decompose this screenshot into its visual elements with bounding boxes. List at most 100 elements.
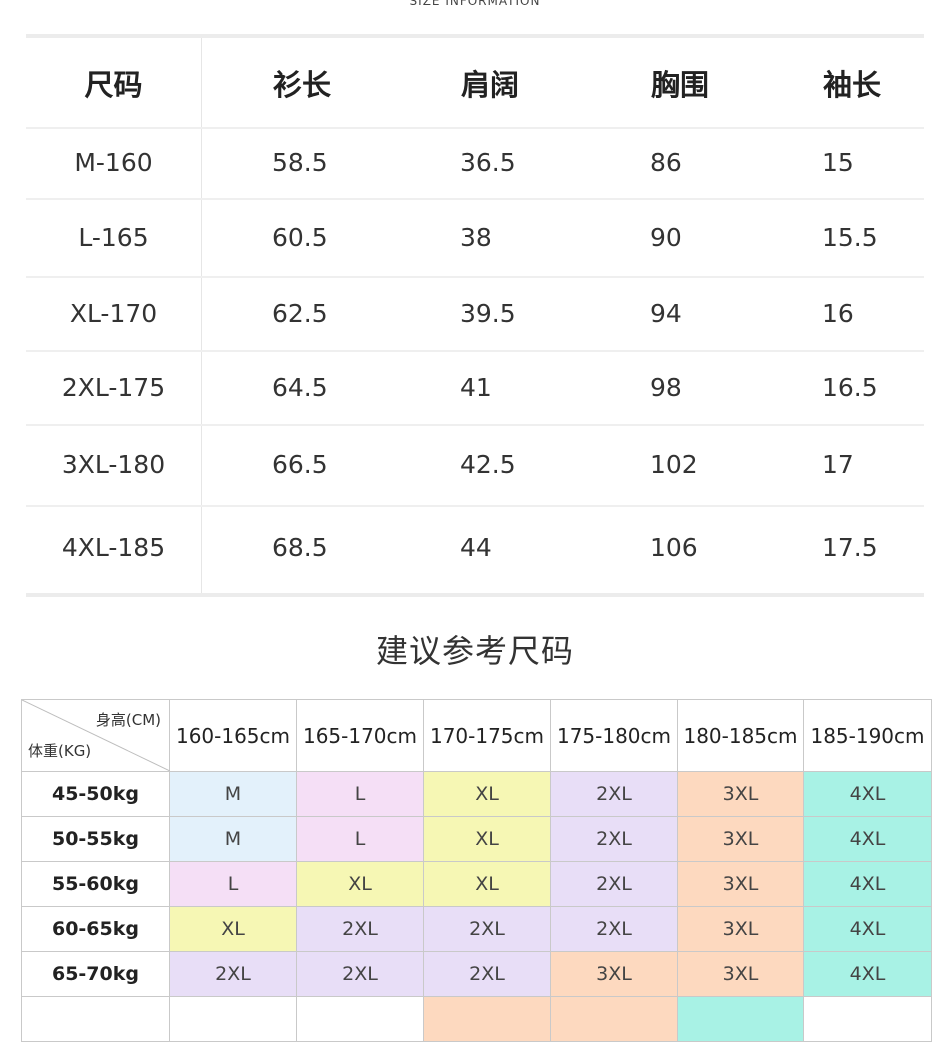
recommended-size-cell: 2XL: [423, 951, 551, 997]
size-header-cell: 胸围: [650, 67, 709, 102]
recommended-size-cell: [803, 996, 932, 1042]
weight-range-cell: 55-60kg: [21, 861, 170, 907]
size-row: M-160 58.5 36.5 86 15: [26, 127, 924, 200]
section-caption: SIZE INFORMATION: [409, 0, 541, 8]
size-row: L-165 60.5 38 90 15.5: [26, 198, 924, 278]
weight-row: 55-60kg L XL XL 2XL 3XL 4XL: [21, 861, 932, 907]
recommended-size-cell: M: [169, 816, 297, 862]
recommended-size-cell: XL: [423, 861, 551, 907]
weight-range-cell: [21, 996, 170, 1042]
size-header-row: 尺码 衫长 肩阔 胸围 袖长: [26, 38, 924, 129]
weight-row: 65-70kg 2XL 2XL 2XL 3XL 3XL 4XL: [21, 951, 932, 997]
size-value-cell: 62.5: [272, 298, 328, 328]
recommended-size-cell: 4XL: [803, 771, 932, 817]
weight-row: 45-50kg M L XL 2XL 3XL 4XL: [21, 771, 932, 817]
size-row: 2XL-175 64.5 41 98 16.5: [26, 350, 924, 426]
height-range-cell: 175-180cm: [550, 699, 678, 772]
size-value-cell: 16: [822, 298, 854, 328]
recommend-title: 建议参考尺码: [375, 632, 574, 670]
size-recommendation-table: 身高(CM) 体重(KG) 160-165cm 165-170cm 170-175c…: [21, 699, 932, 1042]
recommended-size-cell: 2XL: [550, 816, 678, 862]
recommended-size-cell: 2XL: [423, 906, 551, 952]
size-value-cell: 64.5: [272, 372, 328, 402]
size-value-cell: 36.5: [460, 148, 516, 177]
size-value-cell: 60.5: [272, 222, 328, 252]
height-range-cell: 165-170cm: [296, 699, 424, 772]
size-value-cell: 38: [460, 222, 492, 252]
height-range-cell: 170-175cm: [423, 699, 551, 772]
recommended-size-cell: 2XL: [169, 951, 297, 997]
height-range-cell: 185-190cm: [803, 699, 932, 772]
weight-range-cell: 60-65kg: [21, 906, 170, 952]
weight-range-cell: 50-55kg: [21, 816, 170, 862]
size-label-cell: 4XL-185: [61, 532, 166, 562]
weight-row: 50-55kg M L XL 2XL 3XL 4XL: [21, 816, 932, 862]
recommended-size-cell: 3XL: [677, 906, 804, 952]
recommended-size-cell: L: [296, 816, 424, 862]
size-value-cell: 16.5: [822, 372, 878, 402]
recommended-size-cell: L: [296, 771, 424, 817]
recommended-size-cell: [677, 996, 804, 1042]
size-header-cell: 肩阔: [460, 67, 519, 102]
size-label-cell: 2XL-175: [61, 372, 166, 402]
recommended-size-cell: 4XL: [803, 906, 932, 952]
size-value-cell: 68.5: [272, 532, 328, 562]
size-value-cell: 44: [460, 532, 492, 562]
size-value-cell: 17: [822, 450, 854, 479]
recommended-size-cell: 2XL: [550, 906, 678, 952]
weight-range-cell: 45-50kg: [21, 771, 170, 817]
weight-range-cell: 65-70kg: [21, 951, 170, 997]
column-divider: [201, 38, 202, 593]
size-value-cell: 94: [650, 298, 682, 328]
size-value-cell: 98: [650, 372, 682, 402]
size-header-cell: 尺码: [84, 67, 143, 102]
recommended-size-cell: 4XL: [803, 861, 932, 907]
recommended-size-cell: XL: [423, 816, 551, 862]
recommended-size-cell: 3XL: [677, 951, 804, 997]
size-header-cell: 袖长: [822, 67, 881, 102]
height-axis-label: 身高(CM): [95, 711, 161, 729]
size-row: 4XL-185 68.5 44 106 17.5: [26, 505, 924, 589]
recommended-size-cell: 3XL: [677, 816, 804, 862]
recommended-size-cell: XL: [423, 771, 551, 817]
weight-axis-label: 体重(KG): [28, 742, 92, 760]
recommended-size-cell: [423, 996, 551, 1042]
recommended-size-cell: [550, 996, 678, 1042]
size-label-cell: L-165: [78, 222, 149, 252]
size-value-cell: 41: [460, 372, 492, 402]
recommended-size-cell: [296, 996, 424, 1042]
size-info-table: 尺码 衫长 肩阔 胸围 袖长 M-160 58.5 36.5 86 15 L-165 60.5 38 90…: [26, 34, 924, 597]
recommended-size-cell: XL: [169, 906, 297, 952]
size-header-cell: 衫长: [272, 67, 331, 102]
size-value-cell: 90: [650, 222, 682, 252]
size-value-cell: 66.5: [272, 450, 328, 479]
weight-row: [21, 996, 932, 1042]
size-value-cell: 42.5: [460, 450, 516, 479]
size-value-cell: 86: [650, 148, 682, 177]
size-label-cell: 3XL-180: [61, 450, 166, 479]
recommended-size-cell: 2XL: [550, 771, 678, 817]
height-header-row: 身高(CM) 体重(KG) 160-165cm 165-170cm 170-175c…: [21, 699, 932, 772]
recommended-size-cell: M: [169, 771, 297, 817]
recommended-size-cell: XL: [296, 861, 424, 907]
corner-header-cell: 身高(CM) 体重(KG): [21, 699, 170, 772]
recommended-size-cell: 3XL: [677, 861, 804, 907]
recommended-size-cell: 4XL: [803, 951, 932, 997]
recommended-size-cell: 4XL: [803, 816, 932, 862]
height-range-cell: 180-185cm: [677, 699, 804, 772]
size-value-cell: 102: [650, 450, 698, 479]
recommended-size-cell: [169, 996, 297, 1042]
weight-row: 60-65kg XL 2XL 2XL 2XL 3XL 4XL: [21, 906, 932, 952]
size-value-cell: 15: [822, 148, 854, 177]
size-value-cell: 17.5: [822, 532, 878, 562]
size-value-cell: 15.5: [822, 222, 878, 252]
size-label-cell: XL-170: [69, 298, 158, 328]
size-value-cell: 58.5: [272, 148, 328, 177]
recommended-size-cell: 3XL: [677, 771, 804, 817]
size-label-cell: M-160: [74, 148, 153, 177]
size-row: XL-170 62.5 39.5 94 16: [26, 276, 924, 352]
size-row: 3XL-180 66.5 42.5 102 17: [26, 424, 924, 507]
recommended-size-cell: L: [169, 861, 297, 907]
size-value-cell: 106: [650, 532, 698, 562]
recommended-size-cell: 2XL: [296, 951, 424, 997]
